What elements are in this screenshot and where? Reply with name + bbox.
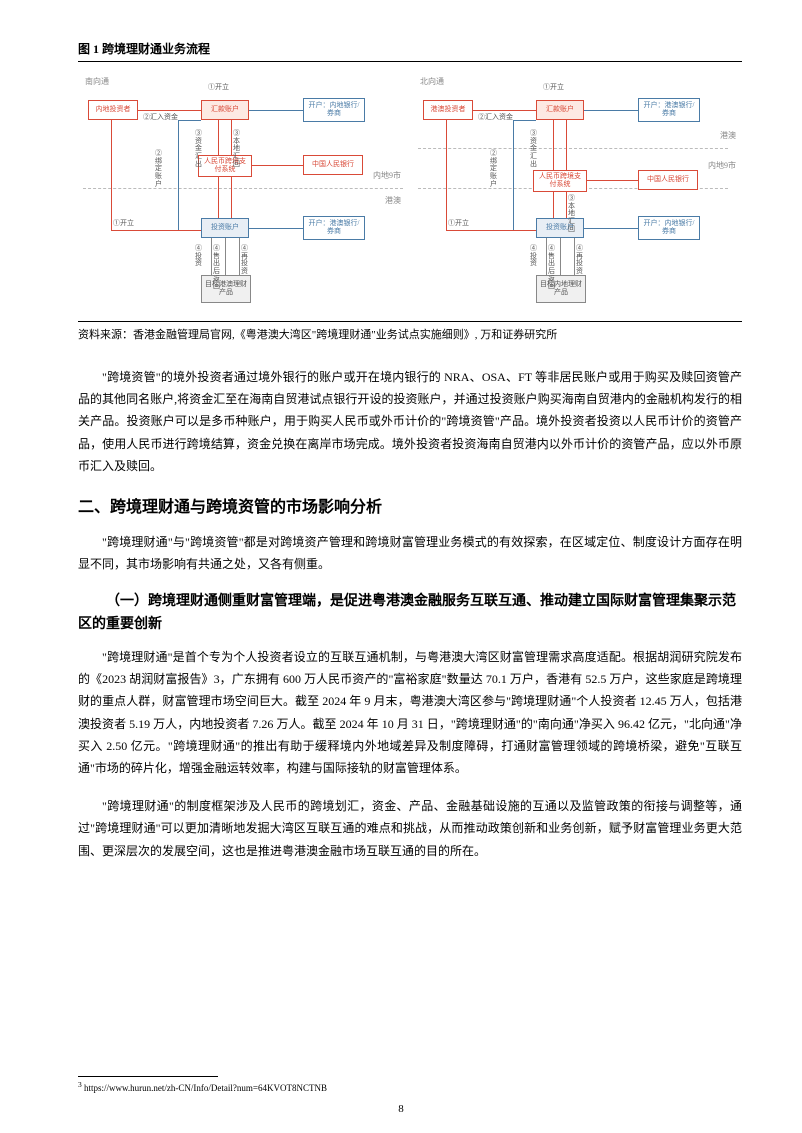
line — [225, 238, 226, 275]
paragraph-1: "跨境资管"的境外投资者通过境外银行的账户或开在境内银行的 NRA、OSA、FT… — [78, 366, 742, 477]
region-upper: 内地9市 — [373, 170, 401, 181]
line — [446, 230, 536, 231]
box-target: 目标内地理财产品 — [536, 275, 586, 303]
region-lower: 内地9市 — [708, 160, 736, 171]
line — [138, 110, 201, 111]
region-upper: 港澳 — [720, 130, 736, 141]
region-divider2 — [418, 148, 728, 149]
page-number: 8 — [0, 1103, 802, 1115]
box-invest-acct: 投资账户 — [201, 218, 249, 238]
diagram-southbound: 南向通 内地9市 港澳 内地投资者 汇款账户 开户：内地银行/券商 人民币跨境支… — [83, 70, 403, 310]
footnote-url: https://www.hurun.net/zh-CN/Info/Detail?… — [84, 1083, 327, 1093]
line — [546, 238, 547, 275]
line — [513, 120, 514, 230]
region-divider — [83, 188, 403, 189]
box-pboc: 中国人民银行 — [303, 155, 363, 175]
line — [574, 238, 575, 275]
figure-title: 图 1 跨境理财通业务流程 — [78, 40, 742, 57]
box-remit-acct: 汇款账户 — [536, 100, 584, 120]
line — [231, 120, 232, 155]
lbl: ①开立 — [543, 84, 564, 92]
line — [553, 120, 554, 170]
line — [587, 180, 638, 181]
line — [560, 238, 561, 275]
line — [211, 238, 212, 275]
line — [231, 177, 232, 218]
box-hk-bank-open: 开户：港澳银行/券商 — [638, 98, 700, 122]
line — [239, 238, 240, 275]
line — [111, 230, 201, 231]
lbl: ④再投资 — [241, 245, 251, 276]
box-remit-acct: 汇款账户 — [201, 100, 249, 120]
line — [218, 177, 219, 218]
line — [566, 192, 567, 218]
box-hk-bank: 开户：港澳银行/券商 — [303, 216, 365, 240]
diagram-area: 南向通 内地9市 港澳 内地投资者 汇款账户 开户：内地银行/券商 人民币跨境支… — [78, 70, 742, 315]
lbl: ③资金汇出 — [195, 130, 205, 168]
paragraph-2: "跨境理财通"与"跨境资管"都是对跨境资产管理和跨境财富管理业务模式的有效探索，… — [78, 531, 742, 575]
box-investor: 内地投资者 — [88, 100, 138, 120]
lbl: ②绑定账户 — [155, 150, 167, 188]
lbl: ③资金汇出 — [530, 130, 540, 168]
line — [178, 120, 201, 121]
paragraph-3: "跨境理财通"是首个专为个人投资者设立的互联互通机制，与粤港澳大湾区财富管理需求… — [78, 646, 742, 779]
box-rmb-system: 人民币跨境支付系统 — [533, 170, 587, 192]
line — [584, 110, 638, 111]
line — [249, 110, 303, 111]
right-title: 北向通 — [420, 76, 444, 87]
lbl: ④投资 — [530, 245, 540, 268]
line — [446, 120, 447, 230]
figure-top-rule — [78, 61, 742, 62]
lbl: ①开立 — [113, 220, 134, 228]
box-rmb-system: 人民币跨境支付系统 — [198, 155, 252, 177]
line — [584, 228, 638, 229]
box-target: 目标港澳理财产品 — [201, 275, 251, 303]
line — [553, 192, 554, 218]
box-pboc: 中国人民银行 — [638, 170, 698, 190]
heading-3: （一）跨境理财通侧重财富管理端，是促进粤港澳金融服务互联互通、推动建立国际财富管… — [78, 591, 742, 636]
line — [252, 165, 303, 166]
diagram-northbound: 北向通 港澳 内地9市 港澳投资者 汇款账户 开户：港澳银行/券商 人民币跨境支… — [418, 70, 738, 310]
footnote-rule — [78, 1076, 218, 1077]
footnote-num: 3 — [78, 1080, 82, 1089]
lbl: ③本地汇回 — [568, 195, 578, 233]
line — [218, 120, 219, 155]
lbl: ①开立 — [448, 220, 469, 228]
footnote: 3 https://www.hurun.net/zh-CN/Info/Detai… — [78, 1080, 327, 1093]
box-ml-bank: 开户：内地银行/券商 — [638, 216, 700, 240]
box-mainland-bank: 开户：内地银行/券商 — [303, 98, 365, 122]
lbl: ④投资 — [195, 245, 205, 268]
figure-source: 资料来源：香港金融管理局官网,《粤港澳大湾区"跨境理财通"业务试点实施细则》, … — [78, 321, 742, 342]
line — [566, 120, 567, 170]
lbl: ④售出后返回 — [213, 245, 223, 291]
lbl: ③本地汇回 — [233, 130, 243, 168]
lbl: ①开立 — [208, 84, 229, 92]
region-lower: 港澳 — [385, 195, 401, 206]
paragraph-4: "跨境理财通"的制度框架涉及人民币的跨境划汇，资金、产品、金融基础设施的互通以及… — [78, 795, 742, 862]
left-title: 南向通 — [85, 76, 109, 87]
line — [111, 120, 112, 230]
heading-2: 二、跨境理财通与跨境资管的市场影响分析 — [78, 493, 742, 517]
lbl: ②汇入资金 — [478, 114, 513, 122]
box-investor: 港澳投资者 — [423, 100, 473, 120]
line — [513, 120, 536, 121]
lbl: ②绑定账户 — [490, 150, 502, 188]
line — [178, 120, 179, 230]
lbl: ④售出后返回 — [548, 245, 558, 291]
line — [473, 110, 536, 111]
lbl: ④再投资 — [576, 245, 586, 276]
lbl: ②汇入资金 — [143, 114, 178, 122]
line — [249, 228, 303, 229]
